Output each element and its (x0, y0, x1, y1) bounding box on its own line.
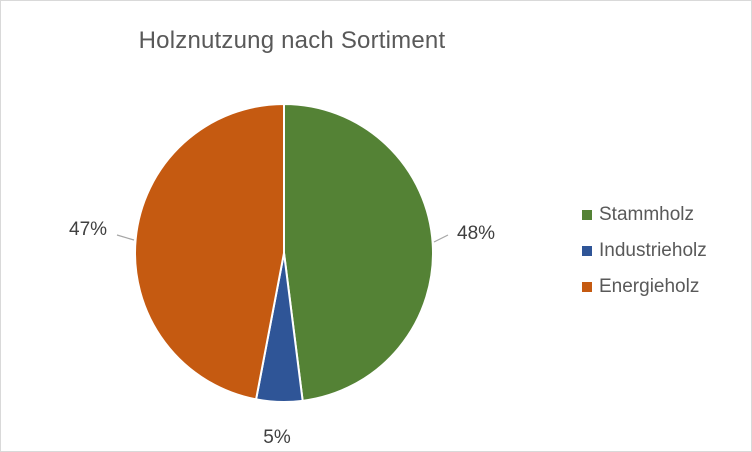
data-labels: 48% 5% 47% (69, 219, 495, 448)
leader-line-stammholz (433, 234, 449, 243)
legend-swatch-industrieholz (582, 246, 592, 256)
legend-label-energieholz: Energieholz (599, 276, 700, 297)
pie-slice-stammholz (283, 102, 434, 402)
leader-lines (116, 234, 449, 243)
legend-swatch-stammholz (582, 210, 592, 220)
pie-slices (134, 102, 434, 403)
legend-swatch-energieholz (582, 282, 592, 292)
legend-item-energieholz: Energieholz (582, 269, 707, 305)
legend-item-industrieholz: Industrieholz (582, 233, 707, 269)
legend: Stammholz Industrieholz Energieholz (582, 197, 707, 305)
data-label-energieholz: 47% (69, 219, 107, 240)
legend-label-industrieholz: Industrieholz (599, 240, 707, 261)
legend-label-stammholz: Stammholz (599, 204, 695, 225)
data-label-industrieholz: 5% (263, 427, 291, 448)
chart-title: Holznutzung nach Sortiment (138, 27, 446, 54)
leader-line-energieholz (116, 234, 135, 241)
data-label-stammholz: 48% (457, 223, 495, 244)
legend-item-stammholz: Stammholz (582, 197, 707, 233)
pie-slice-energieholz (134, 102, 285, 401)
